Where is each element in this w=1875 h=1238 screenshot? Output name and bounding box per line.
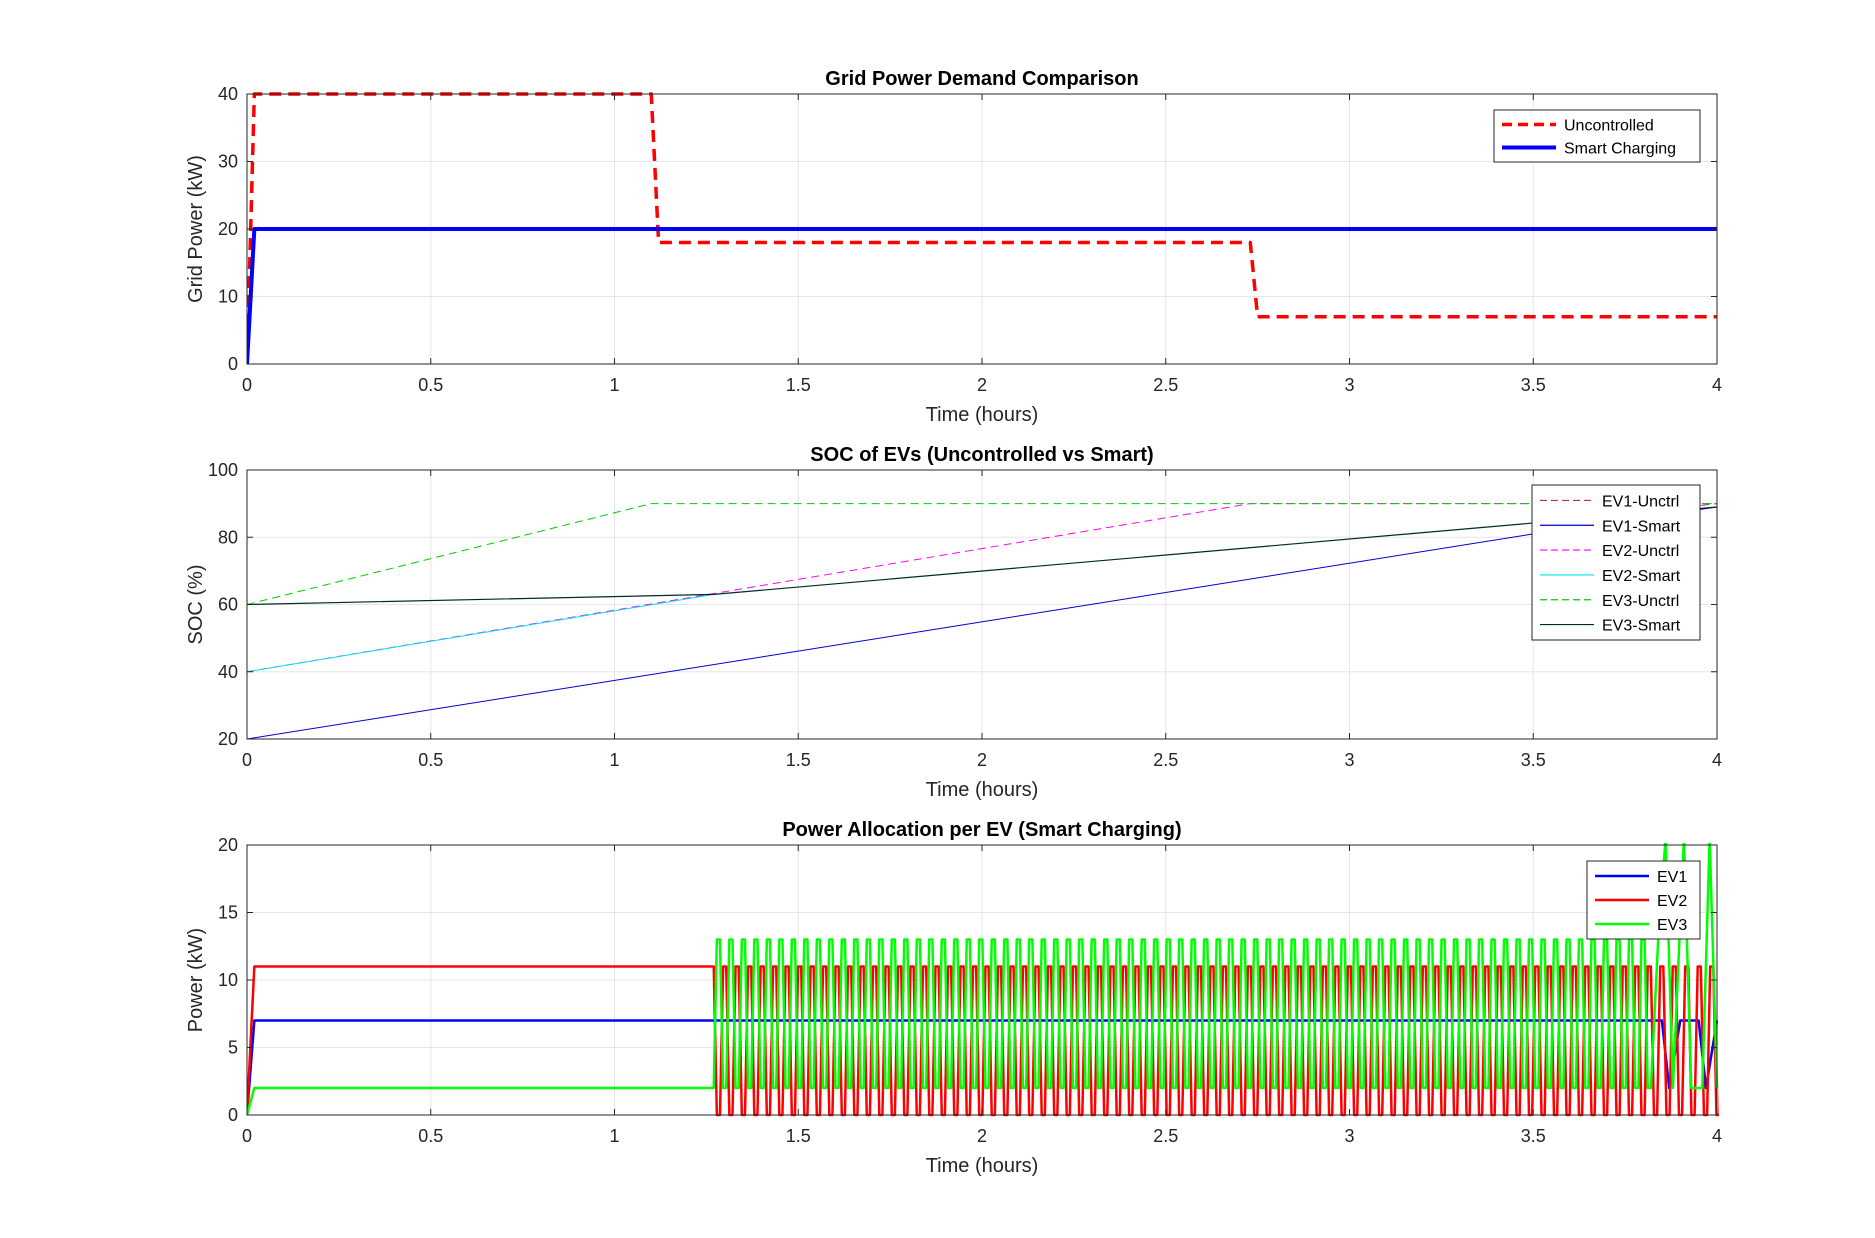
x-axis-label: Time (hours)	[926, 404, 1039, 426]
series-line-ev3	[247, 843, 1719, 1116]
y-axis-label: Grid Power (kW)	[185, 155, 207, 303]
y-tick-label: 100	[208, 460, 238, 480]
x-tick-label: 4	[1712, 1126, 1722, 1146]
legend: Uncontrolled Smart Charging	[1493, 109, 1701, 163]
chart-panel-2: 0 0.5 1 1.5 2 2.5 3 3.5 4 20 40 60 80 100 SOC of EVs (…	[185, 444, 1722, 801]
x-tick-label: 0.5	[418, 1126, 443, 1146]
x-tick-label: 2.5	[1153, 1126, 1178, 1146]
legend-label: Uncontrolled	[1564, 118, 1654, 135]
x-tick-label: 2	[977, 750, 987, 770]
legend: EV1-Unctrl EV1-Smart EV2-Unctrl EV2-Smart EV…	[1531, 484, 1701, 641]
y-tick-label: 40	[218, 84, 238, 104]
y-tick-label: 15	[218, 903, 238, 923]
x-tick-label: 3.5	[1521, 1126, 1546, 1146]
legend-box	[1531, 484, 1701, 641]
x-tick-label: 0.5	[418, 375, 443, 395]
x-tick-label: 1.5	[786, 1126, 811, 1146]
x-tick-label: 4	[1712, 375, 1722, 395]
x-tick-label: 1.5	[786, 375, 811, 395]
x-tick-label: 1	[609, 750, 619, 770]
x-tick-label: 0	[242, 1126, 252, 1146]
legend-label: EV2-Smart	[1602, 568, 1681, 585]
chart-title: Power Allocation per EV (Smart Charging)	[782, 819, 1181, 841]
x-axis-label: Time (hours)	[926, 1155, 1039, 1177]
legend-label: EV3	[1657, 917, 1687, 934]
x-tick-label: 0	[242, 750, 252, 770]
legend: EV1 EV2 EV3	[1586, 860, 1701, 940]
legend-label: Smart Charging	[1564, 141, 1676, 158]
y-axis-label: SOC (%)	[185, 565, 207, 645]
y-tick-label: 0	[228, 1105, 238, 1125]
legend-label: EV2	[1657, 893, 1687, 910]
x-tick-label: 3.5	[1521, 375, 1546, 395]
y-tick-label: 20	[218, 835, 238, 855]
legend-label: EV1-Smart	[1602, 518, 1681, 535]
legend-label: EV3-Smart	[1602, 618, 1681, 635]
y-tick-label: 80	[218, 527, 238, 547]
x-tick-label: 1	[609, 375, 619, 395]
legend-label: EV3-Unctrl	[1602, 593, 1679, 610]
x-tick-label: 2	[977, 375, 987, 395]
y-tick-label: 5	[228, 1038, 238, 1058]
y-tick-label: 10	[218, 970, 238, 990]
y-tick-label: 20	[218, 729, 238, 749]
x-tick-label: 2	[977, 1126, 987, 1146]
chart-panel-3: 0 0.5 1 1.5 2 2.5 3 3.5 4 0 5 10 15 20 Power Allocatio…	[185, 819, 1722, 1177]
chart-title: Grid Power Demand Comparison	[825, 68, 1138, 90]
y-tick-label: 30	[218, 152, 238, 172]
y-tick-label: 40	[218, 662, 238, 682]
y-tick-label: 20	[218, 219, 238, 239]
legend-box	[1493, 109, 1701, 163]
x-tick-label: 3.5	[1521, 750, 1546, 770]
y-tick-label: 60	[218, 595, 238, 615]
x-tick-label: 3	[1344, 375, 1354, 395]
x-tick-label: 0	[242, 375, 252, 395]
x-tick-label: 0.5	[418, 750, 443, 770]
x-tick-label: 3	[1344, 1126, 1354, 1146]
legend-label: EV1	[1657, 869, 1687, 886]
x-tick-label: 1	[609, 1126, 619, 1146]
series-line-ev3-smart	[247, 506, 1718, 606]
legend-label: EV2-Unctrl	[1602, 543, 1679, 560]
x-axis-label: Time (hours)	[926, 779, 1039, 801]
x-tick-label: 4	[1712, 750, 1722, 770]
legend-label: EV1-Unctrl	[1602, 493, 1679, 510]
y-tick-label: 0	[228, 354, 238, 374]
x-tick-label: 2.5	[1153, 375, 1178, 395]
x-tick-label: 1.5	[786, 750, 811, 770]
series-line-smart-charging	[247, 227, 1717, 365]
x-tick-label: 2.5	[1153, 750, 1178, 770]
y-axis-label: Power (kW)	[185, 928, 207, 1032]
x-tick-label: 3	[1344, 750, 1354, 770]
series-line-ev3-unctrl	[247, 503, 1717, 605]
series-line-ev2-smart	[247, 593, 714, 673]
y-tick-label: 10	[218, 287, 238, 307]
chart-title: SOC of EVs (Uncontrolled vs Smart)	[810, 444, 1153, 466]
